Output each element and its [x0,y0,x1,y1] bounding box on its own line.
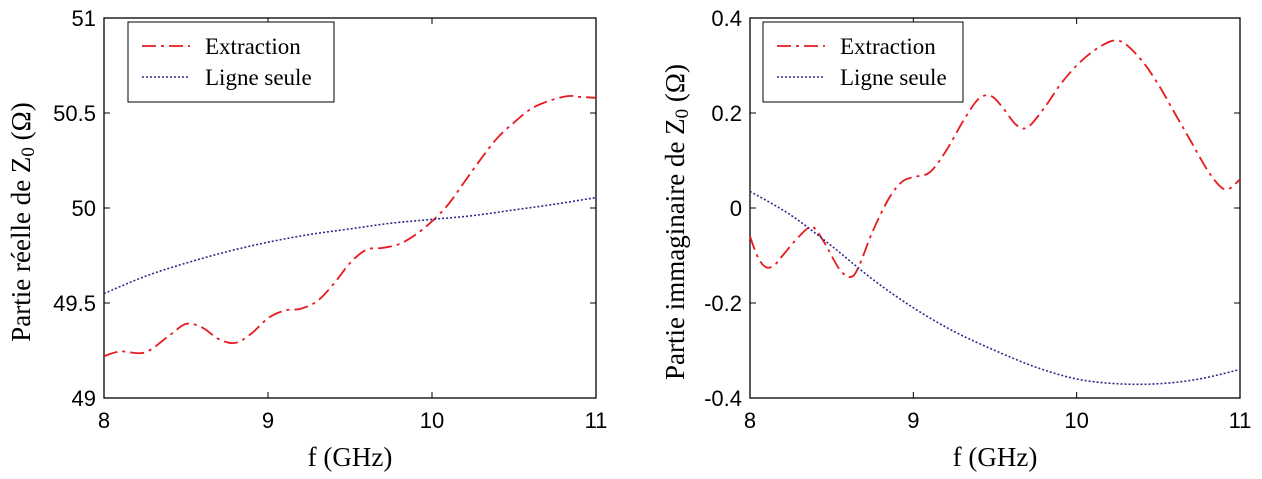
y-tick-label: 50 [72,196,96,221]
y-axis-label: Partie immaginaire de Z0 (Ω) [660,64,693,380]
x-axis-label: f (GHz) [308,442,393,472]
y-tick-label: 49 [72,386,96,411]
x-tick-label: 9 [907,408,919,433]
y-tick-label: 0.2 [711,101,742,126]
legend-box [127,21,335,103]
series-line-extraction [749,39,1241,278]
legend-label: Ligne seule [840,65,947,90]
y-tick-label: 0 [730,196,742,221]
x-tick-label: 8 [744,408,756,433]
legend-label: Extraction [840,34,936,59]
x-tick-label: 8 [98,408,110,433]
legend-label: Extraction [205,34,301,59]
y-tick-label: 51 [72,6,96,31]
x-tick-label: 9 [262,408,274,433]
x-axis-label: f (GHz) [953,442,1038,472]
series-line-ligne-seule [103,196,597,295]
y-tick-label: 49.5 [53,291,96,316]
imaginary-part-panel: 8 9 10 11 -0.4 -0.2 0 0.2 0.4 f (GHz) Partie immag… [660,6,1251,472]
x-tick-label: 11 [1229,408,1252,433]
series-line-ligne-seule [749,190,1241,386]
y-axis-label: Partie réelle de Z0 (Ω) [6,102,39,341]
legend-box [762,21,964,103]
y-tick-label: 0.4 [711,6,742,31]
y-tick-label: -0.4 [704,386,742,411]
x-tick-label: 11 [585,408,608,433]
y-tick-label: 50.5 [53,101,96,126]
y-tick-label: -0.2 [704,291,742,316]
real-part-panel: 8 9 10 11 49 49.5 50 50.5 51 f (GHz) Partie réelle… [6,6,607,472]
series-line-extraction [103,94,597,358]
x-tick-label: 10 [1064,408,1088,433]
legend-label: Ligne seule [205,65,312,90]
x-tick-label: 10 [420,408,444,433]
